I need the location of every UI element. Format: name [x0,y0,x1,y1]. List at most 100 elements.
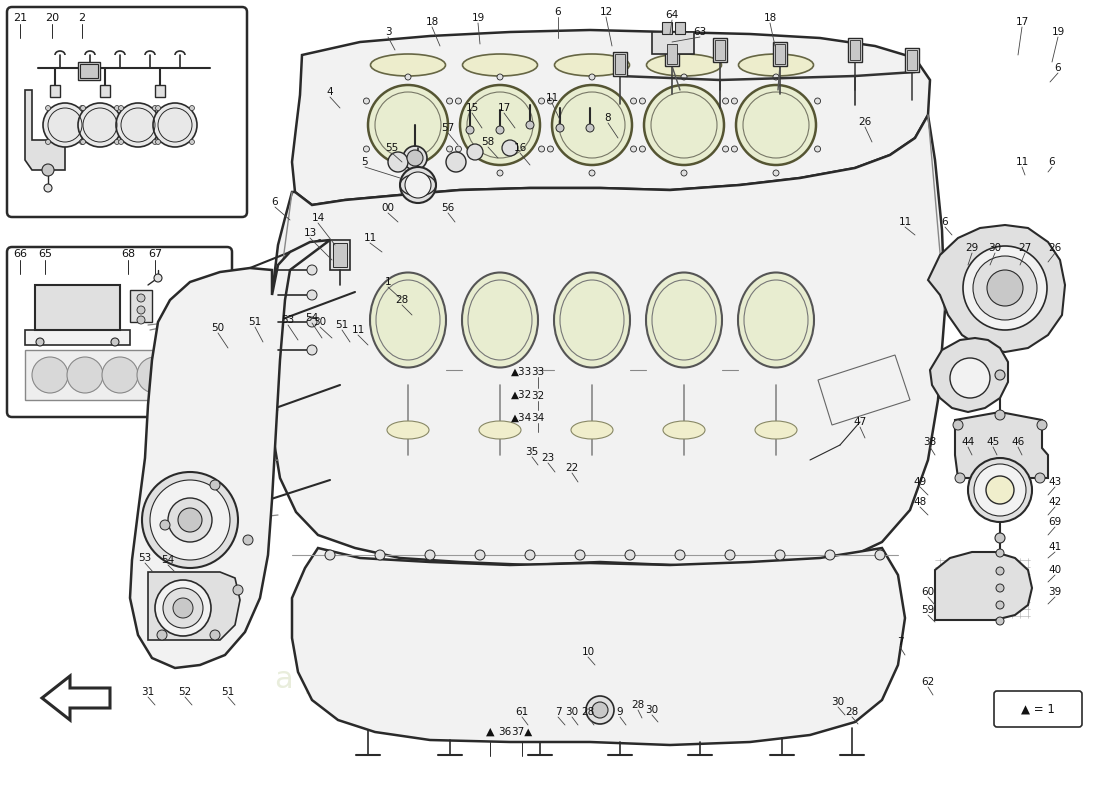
Circle shape [405,172,431,198]
Circle shape [773,74,779,80]
Circle shape [987,270,1023,306]
Circle shape [243,535,253,545]
Circle shape [79,106,85,110]
Polygon shape [42,676,110,720]
Text: 63: 63 [693,27,706,37]
Bar [130,290,152,322]
Polygon shape [25,350,215,400]
Circle shape [307,345,317,355]
Text: 50: 50 [211,323,224,333]
Circle shape [163,588,204,628]
Circle shape [996,584,1004,592]
Circle shape [525,550,535,560]
Circle shape [405,74,411,80]
Text: 41: 41 [1048,542,1062,552]
Circle shape [497,74,503,80]
Circle shape [475,550,485,560]
Circle shape [455,146,461,152]
Bar [713,38,727,62]
Text: 29: 29 [966,243,979,253]
Circle shape [172,357,208,393]
Circle shape [368,85,448,165]
Text: 44: 44 [961,437,975,447]
Ellipse shape [647,54,722,76]
Bar [613,52,627,76]
Text: 28: 28 [395,295,408,305]
Circle shape [157,630,167,640]
Circle shape [405,170,411,176]
Polygon shape [935,552,1032,620]
Text: 36: 36 [498,727,512,737]
Circle shape [773,170,779,176]
Text: 48: 48 [913,497,926,507]
Circle shape [168,498,212,542]
Polygon shape [25,90,65,170]
Circle shape [639,98,646,104]
Circle shape [986,476,1014,504]
Text: 11: 11 [899,217,912,227]
Text: 53: 53 [282,315,295,325]
Text: 30: 30 [565,707,579,717]
Circle shape [625,550,635,560]
Text: 8: 8 [605,113,612,123]
Circle shape [155,139,161,145]
Text: 31: 31 [142,687,155,697]
Text: 42: 42 [1048,497,1062,507]
Circle shape [388,152,408,172]
Text: 65: 65 [39,249,52,259]
Circle shape [67,357,103,393]
Circle shape [324,550,336,560]
Circle shape [455,98,461,104]
Circle shape [548,98,553,104]
Text: 18: 18 [426,17,439,27]
Polygon shape [35,285,120,330]
Circle shape [556,124,564,132]
Text: a part of: a part of [275,666,405,694]
Circle shape [962,246,1047,330]
Circle shape [400,167,436,203]
Circle shape [675,550,685,560]
Text: 46: 46 [1011,437,1024,447]
Circle shape [307,290,317,300]
Text: 11: 11 [363,233,376,243]
Text: 28: 28 [582,707,595,717]
Text: 53: 53 [139,553,152,563]
Circle shape [996,601,1004,609]
Circle shape [950,358,990,398]
Circle shape [736,85,816,165]
Circle shape [539,98,544,104]
Circle shape [681,170,688,176]
Text: ▲32: ▲32 [512,390,532,400]
Circle shape [588,74,595,80]
Circle shape [403,146,427,170]
Bar [662,22,672,34]
Text: 2: 2 [78,13,86,23]
Polygon shape [292,548,905,745]
FancyBboxPatch shape [7,7,248,217]
Ellipse shape [554,273,630,367]
Text: 14: 14 [311,213,324,223]
Circle shape [815,146,821,152]
Text: 69: 69 [1048,517,1062,527]
Circle shape [1035,473,1045,483]
Text: 66: 66 [13,249,28,259]
Circle shape [586,696,614,724]
Text: 22: 22 [565,463,579,473]
Bar [908,50,917,70]
Text: 7: 7 [554,707,561,717]
Text: 00: 00 [382,203,395,213]
Text: 6: 6 [942,217,948,227]
Bar [776,44,785,64]
Text: 47: 47 [854,417,867,427]
Text: 51: 51 [249,317,262,327]
Bar [905,48,918,72]
Circle shape [78,103,122,147]
Circle shape [425,550,435,560]
Circle shape [44,184,52,192]
Text: 33: 33 [531,367,544,377]
Circle shape [102,357,138,393]
Bar [78,62,100,80]
Text: 67: 67 [147,249,162,259]
Circle shape [80,139,86,145]
Text: 19: 19 [472,13,485,23]
